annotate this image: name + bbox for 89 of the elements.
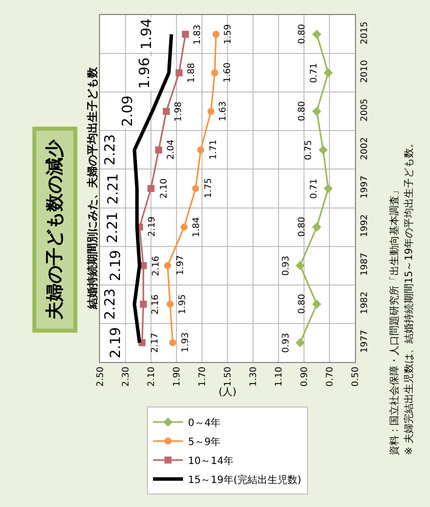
x-tick-label: 2.10 bbox=[146, 366, 157, 387]
data-label: 2.21 bbox=[105, 173, 122, 204]
point bbox=[169, 339, 176, 346]
point bbox=[192, 185, 200, 192]
y-tick-label: 1987 bbox=[360, 252, 370, 276]
data-label: 2.10 bbox=[160, 178, 170, 198]
point bbox=[312, 30, 322, 39]
x-tick-label: 2.30 bbox=[121, 366, 132, 387]
point bbox=[324, 184, 333, 194]
point bbox=[312, 106, 322, 116]
point bbox=[164, 262, 172, 270]
data-label: 1.63 bbox=[218, 101, 229, 122]
data-label: 1.88 bbox=[187, 62, 198, 83]
y-tick-label: 1992 bbox=[360, 214, 370, 238]
point bbox=[182, 30, 189, 38]
point bbox=[166, 300, 174, 308]
data-label: 1.60 bbox=[222, 62, 233, 83]
text: ※ 夫婦完結出生児数は、結婚持続期間15～19年の平均出生子ども数。 bbox=[402, 138, 415, 456]
x-tick-label: 2.50 bbox=[96, 366, 106, 387]
x-tick-label: 1.90 bbox=[172, 366, 182, 387]
data-label: 1.75 bbox=[204, 178, 214, 198]
legend-label: 15～19年(完結出生児数) bbox=[188, 474, 302, 486]
point bbox=[212, 30, 220, 38]
data-label: 2.19 bbox=[147, 216, 158, 237]
data-label: 0.93 bbox=[282, 256, 292, 276]
text: 結婚持続期間別にみた、夫婦の平均出生子ども数 bbox=[86, 66, 99, 310]
data-label: 2.23 bbox=[102, 134, 118, 166]
point bbox=[176, 69, 183, 76]
data-label: 0.75 bbox=[304, 140, 314, 160]
point bbox=[140, 300, 147, 308]
data-label: 1.84 bbox=[192, 216, 202, 238]
y-tick-label: 2005 bbox=[360, 98, 370, 122]
point bbox=[162, 108, 170, 115]
data-label: 0.93 bbox=[281, 332, 292, 353]
x-tick-label: 0.50 bbox=[350, 366, 361, 387]
data-label: 2.19 bbox=[108, 250, 124, 282]
data-label: 2.17 bbox=[150, 332, 160, 353]
data-label: 2.19 bbox=[108, 327, 124, 358]
legend-label: 10～14年 bbox=[188, 454, 234, 467]
point bbox=[148, 185, 154, 192]
data-label: 2.04 bbox=[166, 139, 177, 160]
legend-label: 5～9年 bbox=[188, 436, 221, 448]
text: 資料：国立社会保障・人口問題研究所「出生動向基本調査」 bbox=[388, 186, 400, 456]
text: 夫婦の子ども数の減少 bbox=[44, 138, 66, 321]
legend-label: 0～4年 bbox=[188, 416, 221, 429]
data-label: 1.97 bbox=[176, 255, 186, 276]
data-label: 2.09 bbox=[120, 96, 136, 127]
data-label: 2.23 bbox=[102, 288, 118, 320]
point bbox=[207, 108, 214, 115]
point bbox=[180, 224, 188, 231]
data-label: 1.93 bbox=[180, 332, 191, 352]
data-label: 1.96 bbox=[137, 57, 154, 89]
x-axis-title: (人) bbox=[218, 387, 236, 398]
data-label: 0.71 bbox=[309, 63, 320, 84]
data-label: 0.80 bbox=[298, 294, 308, 314]
point bbox=[312, 222, 322, 232]
data-label: 0.80 bbox=[297, 100, 308, 122]
y-tick-label: 1977 bbox=[360, 330, 370, 353]
x-tick-label: 1.50 bbox=[223, 366, 234, 387]
point bbox=[296, 261, 305, 270]
point bbox=[197, 146, 204, 154]
y-tick-label: 2002 bbox=[360, 137, 370, 160]
data-label: 1.98 bbox=[174, 101, 184, 122]
point bbox=[312, 300, 322, 309]
y-tick-label: 1997 bbox=[360, 176, 370, 199]
point bbox=[211, 69, 218, 76]
x-tick-label: 0.90 bbox=[300, 366, 310, 387]
y-tick-label: 2010 bbox=[360, 60, 370, 83]
data-label: 0.80 bbox=[298, 216, 308, 237]
x-tick-label: 1.10 bbox=[274, 366, 284, 387]
point bbox=[155, 146, 162, 154]
point bbox=[324, 68, 333, 78]
data-label: 0.80 bbox=[297, 24, 308, 44]
x-tick-label: 0.70 bbox=[325, 366, 336, 387]
x-tick-label: 1.30 bbox=[248, 366, 259, 387]
data-label: 0.71 bbox=[310, 178, 320, 199]
data-label: 2.21 bbox=[104, 212, 121, 244]
point bbox=[296, 338, 305, 348]
y-tick-label: 1982 bbox=[360, 291, 370, 314]
data-label: 1.94 bbox=[139, 18, 156, 50]
data-label: 1.71 bbox=[208, 140, 219, 160]
data-label: 1.95 bbox=[178, 294, 188, 314]
point bbox=[318, 145, 328, 154]
data-label: 2.16 bbox=[152, 256, 162, 276]
data-label: 2.16 bbox=[151, 294, 162, 315]
data-label: 1.83 bbox=[193, 24, 204, 45]
data-label: 1.59 bbox=[224, 24, 234, 44]
y-tick-label: 2015 bbox=[360, 21, 370, 44]
x-tick-label: 1.70 bbox=[198, 366, 208, 387]
